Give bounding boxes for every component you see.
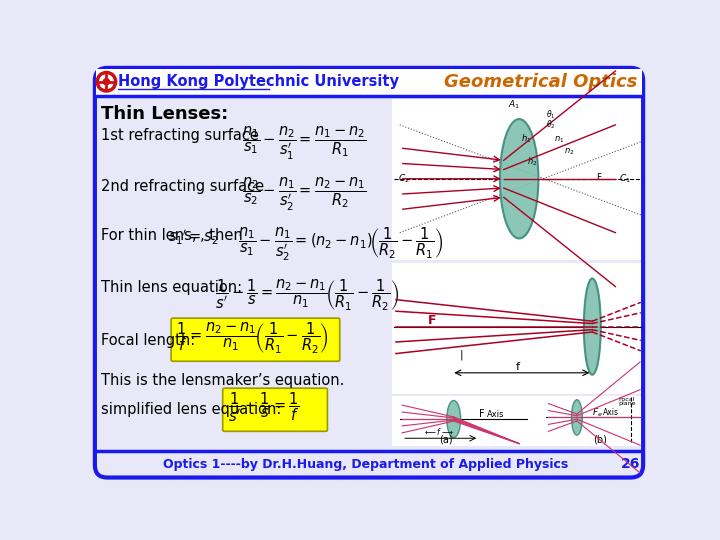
Text: F: F bbox=[479, 409, 485, 420]
Text: simplified lens equation:: simplified lens equation: bbox=[101, 402, 282, 417]
Bar bbox=[392, 264, 641, 394]
Ellipse shape bbox=[584, 279, 600, 375]
Circle shape bbox=[104, 79, 109, 85]
Text: F: F bbox=[428, 314, 437, 327]
FancyBboxPatch shape bbox=[95, 68, 643, 477]
Text: Focal length:: Focal length: bbox=[101, 333, 195, 348]
Text: $s_1{'}=s_2$: $s_1{'}=s_2$ bbox=[168, 228, 219, 247]
Text: $C_2$: $C_2$ bbox=[398, 173, 410, 185]
Bar bbox=[392, 99, 641, 260]
Text: Focal: Focal bbox=[618, 396, 635, 402]
Text: $\dfrac{n_1}{s_1} - \dfrac{n_2}{s_1^{\prime}} = \dfrac{n_1 - n_2}{R_1}$: $\dfrac{n_1}{s_1} - \dfrac{n_2}{s_1^{\pr… bbox=[242, 125, 366, 162]
Ellipse shape bbox=[447, 401, 461, 437]
Text: $\dfrac{n_2}{s_2} - \dfrac{n_1}{s_2^{\prime}} = \dfrac{n_2 - n_1}{R_2}$: $\dfrac{n_2}{s_2} - \dfrac{n_1}{s_2^{\pr… bbox=[242, 176, 366, 213]
Text: $\longleftarrow f \longrightarrow$: $\longleftarrow f \longrightarrow$ bbox=[423, 426, 454, 437]
Ellipse shape bbox=[572, 400, 582, 435]
Text: $n_1$: $n_1$ bbox=[554, 135, 564, 145]
Text: Thin Lenses:: Thin Lenses: bbox=[101, 105, 228, 123]
Text: $A_1$: $A_1$ bbox=[508, 99, 520, 111]
Text: $n_2$: $n_2$ bbox=[564, 146, 575, 157]
Bar bbox=[96, 69, 642, 96]
FancyBboxPatch shape bbox=[171, 318, 340, 361]
Text: |: | bbox=[460, 349, 464, 360]
Text: f: f bbox=[516, 362, 520, 372]
Text: $\dfrac{1}{s^{\prime}} - \dfrac{1}{s} = \dfrac{1}{f}$: $\dfrac{1}{s^{\prime}} - \dfrac{1}{s} = … bbox=[228, 392, 300, 424]
Text: Geometrical Optics: Geometrical Optics bbox=[444, 73, 637, 91]
Text: $F_e$: $F_e$ bbox=[593, 406, 603, 418]
FancyBboxPatch shape bbox=[222, 388, 328, 431]
Ellipse shape bbox=[500, 119, 539, 239]
Text: Axis: Axis bbox=[603, 408, 619, 417]
Text: (a): (a) bbox=[439, 434, 453, 444]
Text: This is the lensmaker’s equation.: This is the lensmaker’s equation. bbox=[101, 373, 344, 388]
Bar bbox=[392, 396, 641, 446]
Text: $h_2$: $h_2$ bbox=[527, 156, 537, 168]
Text: $\dfrac{1}{f} = \dfrac{n_2 - n_1}{n_1}\!\left(\dfrac{1}{R_1} - \dfrac{1}{R_2}\ri: $\dfrac{1}{f} = \dfrac{n_2 - n_1}{n_1}\!… bbox=[176, 321, 330, 356]
Text: Axis: Axis bbox=[487, 410, 504, 420]
Text: 2nd refracting surface: 2nd refracting surface bbox=[101, 179, 264, 194]
Text: Thin lens equation:: Thin lens equation: bbox=[101, 280, 242, 295]
Text: $\theta_1$: $\theta_1$ bbox=[546, 108, 556, 120]
Text: Hong Kong Polytechnic University: Hong Kong Polytechnic University bbox=[118, 74, 399, 89]
Text: For thin lens,: For thin lens, bbox=[101, 228, 201, 243]
Text: $\dfrac{1}{s^{\prime}} - \dfrac{1}{s} = \dfrac{n_2 - n_1}{n_1}\!\left(\dfrac{1}{: $\dfrac{1}{s^{\prime}} - \dfrac{1}{s} = … bbox=[215, 278, 400, 313]
Text: $h_1$: $h_1$ bbox=[521, 133, 532, 145]
Text: $C_1$: $C_1$ bbox=[619, 173, 631, 185]
Text: (b): (b) bbox=[593, 434, 607, 444]
Text: $\dfrac{n_1}{s_1} - \dfrac{n_1}{s_2^{\prime}} = (n_2 - n_1)\!\left(\dfrac{1}{R_2: $\dfrac{n_1}{s_1} - \dfrac{n_1}{s_2^{\pr… bbox=[238, 225, 444, 262]
Text: plane: plane bbox=[618, 401, 636, 406]
Text: 1st refracting surface: 1st refracting surface bbox=[101, 128, 259, 143]
Text: $\theta_2$: $\theta_2$ bbox=[546, 119, 556, 131]
Text: , then: , then bbox=[200, 228, 243, 243]
Text: Optics 1----by Dr.H.Huang, Department of Applied Physics: Optics 1----by Dr.H.Huang, Department of… bbox=[163, 458, 568, 471]
Text: 26: 26 bbox=[621, 457, 641, 471]
Text: F: F bbox=[596, 173, 601, 183]
